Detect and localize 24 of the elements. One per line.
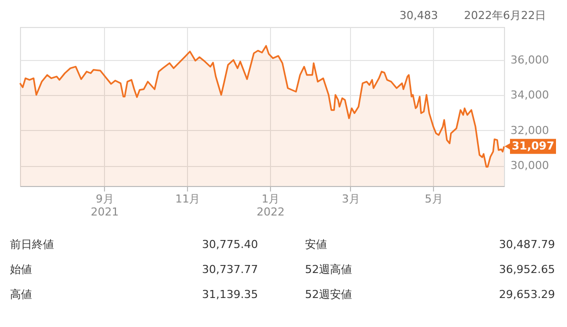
- y-tick-label: 32,000: [510, 124, 549, 137]
- x-tick-label: 5月: [424, 192, 443, 206]
- x-tick-label: 3月: [342, 192, 360, 206]
- text: 52週安値: [305, 288, 352, 301]
- text: 30,737.77: [202, 263, 258, 276]
- text: 高値: [10, 288, 32, 301]
- text: 安値: [305, 238, 327, 251]
- y-tick-label: 36,000: [510, 53, 549, 66]
- x-tick-label: 9月 2021: [90, 192, 119, 218]
- x-tick-label: 1月 2022: [256, 192, 285, 218]
- text: 前日終値: [10, 238, 54, 251]
- text: 始値: [10, 263, 32, 276]
- x-tick-label: 11月: [175, 192, 200, 206]
- text: 29,653.29: [499, 288, 555, 301]
- y-tick-label: 30,000: [510, 159, 549, 172]
- data-label: 31,097: [512, 139, 554, 152]
- text: 31,139.35: [202, 288, 258, 301]
- y-tick-label: 34,000: [510, 88, 549, 102]
- text: 30,483: [400, 9, 438, 22]
- text: 2022年6月22日: [464, 9, 546, 22]
- text: 30,487.79: [499, 238, 555, 251]
- text: 52週高値: [305, 263, 352, 276]
- text: 36,952.65: [499, 263, 555, 276]
- text: 30,775.40: [202, 238, 258, 251]
